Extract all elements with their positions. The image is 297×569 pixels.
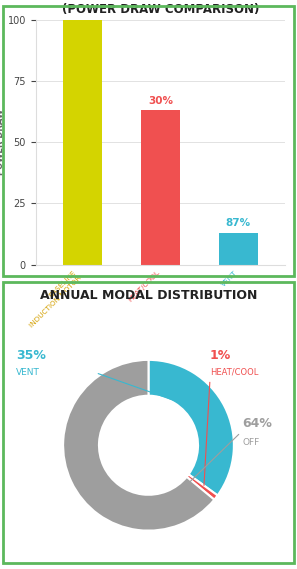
Bar (63, 20, 102, 265)
Title: SMC vs. INDUCTION MOTOR
(POWER DRAW COMPARISON): SMC vs. INDUCTION MOTOR (POWER DRAW COMP… (62, 0, 259, 16)
Text: VENT: VENT (16, 368, 40, 377)
Text: 87%: 87% (226, 218, 251, 228)
Text: 30%: 30% (148, 96, 173, 106)
Title: ANNUAL MODAL DISTRIBUTION: ANNUAL MODAL DISTRIBUTION (40, 289, 257, 302)
Wedge shape (148, 360, 234, 496)
Bar (141, 110, 180, 265)
Bar (219, 233, 258, 265)
Text: 1%: 1% (210, 349, 231, 362)
Text: 64%: 64% (242, 418, 272, 430)
Wedge shape (187, 475, 218, 500)
Text: OFF: OFF (242, 438, 260, 447)
Text: 35%: 35% (16, 349, 46, 362)
Text: HEAT/COOL: HEAT/COOL (210, 368, 258, 377)
Wedge shape (63, 360, 214, 531)
Y-axis label: POWER DRAW: POWER DRAW (0, 109, 5, 175)
